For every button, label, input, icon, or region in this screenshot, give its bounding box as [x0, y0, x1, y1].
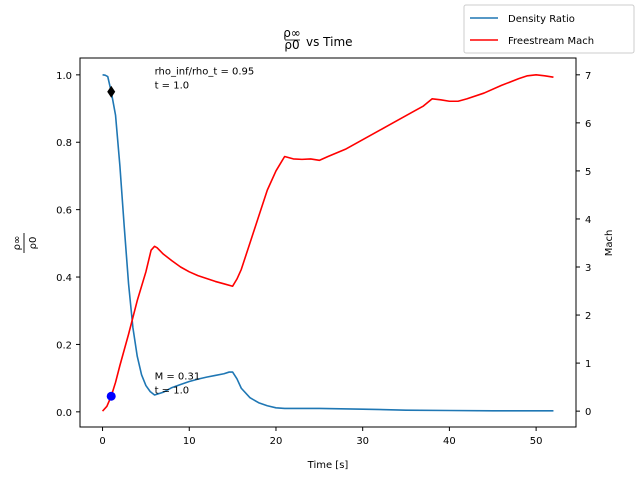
ylabel-left-denominator: ρ0: [28, 237, 39, 250]
x-tick-label: 20: [270, 436, 283, 447]
y-axis-right-label: Mach: [604, 230, 615, 257]
legend-box: [463, 4, 635, 54]
marker-diamond: [107, 85, 116, 98]
legend-label-density-ratio: Density Ratio: [508, 14, 575, 25]
series-line-density-ratio: [102, 74, 554, 412]
x-tick-label: 40: [443, 436, 456, 447]
y-left-tick-label: 0.8: [56, 138, 72, 149]
marker-circle: [106, 391, 116, 401]
ylabel-left-numerator: ρ∞: [12, 236, 23, 251]
y-right-tick-label: 5: [585, 167, 591, 178]
y-right-tick-label: 1: [585, 359, 591, 370]
legend: Density Ratio Freestream Mach: [463, 4, 635, 54]
title-fraction-numerator: ρ∞: [283, 26, 301, 40]
y-right-tick-label: 4: [585, 215, 591, 226]
y-right-tick-label: 3: [585, 263, 591, 274]
y-left-tick-label: 0.4: [56, 273, 72, 284]
series-line-freestream-mach: [101, 74, 554, 412]
annotation-0-line-1: t = 1.0: [155, 81, 190, 92]
annotation-0-line-0: rho_inf/rho_t = 0.95: [155, 67, 255, 78]
x-tick-label: 0: [99, 436, 105, 447]
y-axis-left-label: ρ∞ ρ0: [12, 233, 39, 253]
y-left-tick-label: 1.0: [56, 71, 72, 82]
legend-label-freestream-mach: Freestream Mach: [508, 36, 594, 47]
annotation-1-line-0: M = 0.31: [155, 371, 201, 382]
plot-layer: rho_inf/rho_t = 0.95 t = 1.0 M = 0.31 t = 1…: [56, 57, 591, 447]
y-right-tick-label: 6: [585, 119, 591, 130]
title-text: vs Time: [306, 35, 353, 49]
plot-frame: [79, 57, 577, 428]
x-tick-label: 10: [183, 436, 196, 447]
y-left-tick-label: 0.0: [56, 408, 72, 419]
y-right-tick-label: 7: [585, 71, 591, 82]
x-tick-label: 30: [356, 436, 369, 447]
y-left-tick-label: 0.6: [56, 206, 72, 217]
title-fraction-denominator: ρ0: [284, 38, 299, 52]
x-axis-label: Time [s]: [307, 460, 349, 471]
y-left-tick-label: 0.2: [56, 340, 72, 351]
x-tick-label: 50: [530, 436, 543, 447]
y-right-tick-label: 0: [585, 407, 591, 418]
chart-title: ρ∞ ρ0 vs Time: [283, 26, 352, 52]
y-right-tick-label: 2: [585, 311, 591, 322]
annotation-1-line-1: t = 1.0: [155, 385, 190, 396]
